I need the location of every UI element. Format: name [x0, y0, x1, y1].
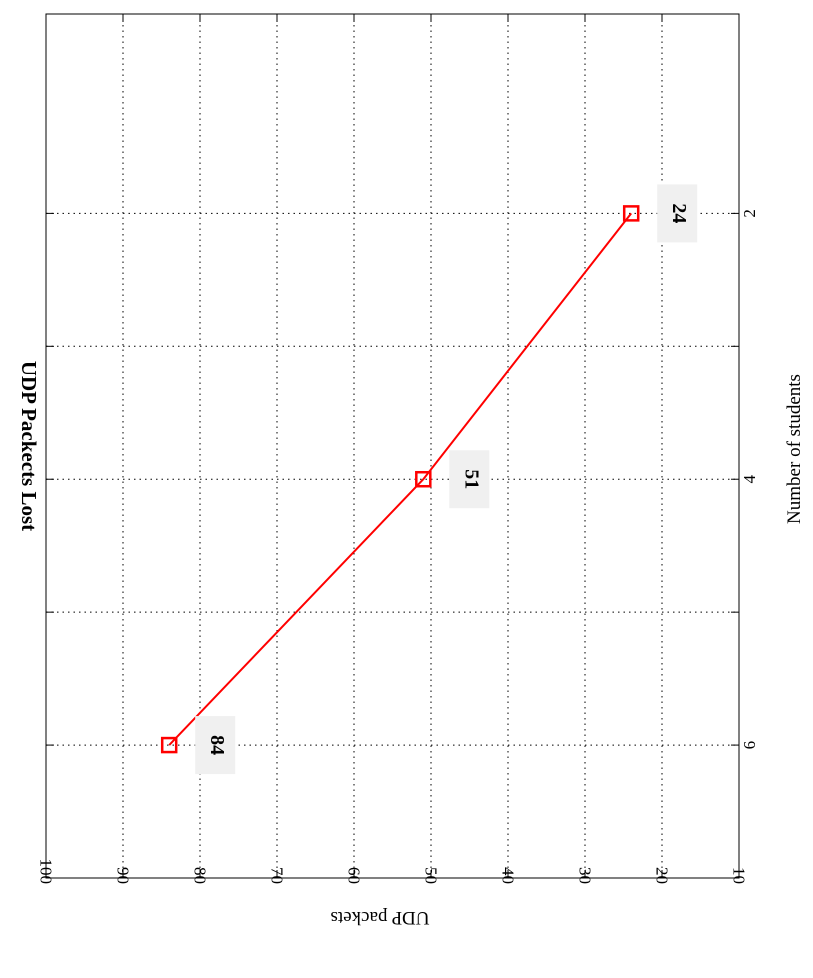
y-axis-label: UDP packets: [330, 907, 429, 928]
series-line: [168, 212, 632, 746]
data-label-box: [195, 716, 236, 775]
grid-layer: [46, 14, 739, 878]
data-label: 51: [460, 469, 482, 489]
y-tick-label: 100: [37, 859, 56, 885]
data-label: 24: [668, 203, 690, 223]
data-point-marker: [622, 205, 640, 222]
y-tick-label: 10: [730, 867, 749, 884]
y-tick-label: 70: [268, 867, 287, 884]
x-axis-label: Number of students: [784, 374, 805, 524]
data-label: 84: [206, 735, 228, 755]
plot-frame: [45, 13, 740, 879]
y-tick-label: 50: [422, 867, 441, 884]
y-tick-label: 40: [499, 867, 518, 884]
data-point-marker: [415, 470, 432, 488]
x-tick-label: 4: [740, 474, 759, 483]
y-tick-label: 90: [114, 867, 133, 884]
chart-title: UDP Packects Lost: [17, 361, 41, 531]
y-tick-label: 20: [653, 867, 672, 884]
y-tick-label: 60: [345, 867, 364, 884]
series-layer: [160, 205, 640, 754]
x-tick-label: 6: [740, 741, 759, 750]
data-point-marker: [160, 736, 178, 754]
x-tick-label: 2: [740, 209, 759, 218]
data-label-box: [449, 450, 490, 509]
y-tick-label: 30: [576, 867, 595, 884]
y-tick-label: 80: [191, 867, 210, 884]
data-label-box: [657, 184, 698, 243]
label-layer: 24 51 84: [195, 184, 698, 775]
